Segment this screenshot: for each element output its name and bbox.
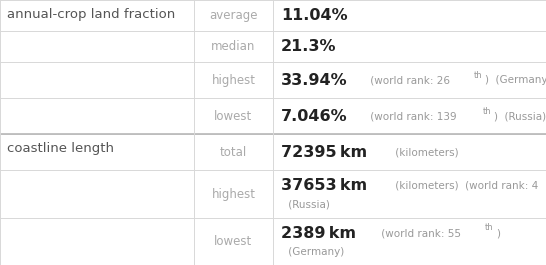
Text: 33.94%: 33.94% [281, 73, 348, 88]
Text: th: th [485, 223, 494, 232]
Text: th: th [483, 107, 491, 116]
Text: (world rank: 139: (world rank: 139 [367, 111, 456, 121]
Text: (Germany): (Germany) [285, 247, 344, 257]
Text: (world rank: 55: (world rank: 55 [378, 228, 461, 238]
Text: 37653 km: 37653 km [281, 178, 367, 193]
Text: th: th [474, 70, 483, 80]
Text: 2389 km: 2389 km [281, 226, 356, 241]
Text: ): ) [496, 228, 500, 238]
Text: (world rank: 26: (world rank: 26 [367, 76, 450, 85]
Text: lowest: lowest [214, 235, 253, 248]
Text: (Russia): (Russia) [285, 200, 330, 209]
Text: average: average [209, 9, 258, 22]
Text: )  (Germany): ) (Germany) [485, 76, 546, 85]
Text: lowest: lowest [214, 110, 253, 123]
Text: 72395 km: 72395 km [281, 145, 367, 160]
Text: 21.3%: 21.3% [281, 39, 336, 54]
Text: (kilometers): (kilometers) [392, 147, 459, 157]
Text: 11.04%: 11.04% [281, 8, 348, 23]
Text: highest: highest [211, 74, 256, 87]
Text: )  (Russia): ) (Russia) [494, 111, 546, 121]
Text: highest: highest [211, 188, 256, 201]
Text: coastline length: coastline length [7, 142, 114, 155]
Text: median: median [211, 40, 256, 53]
Text: 7.046%: 7.046% [281, 109, 348, 124]
Text: total: total [220, 146, 247, 159]
Text: annual-crop land fraction: annual-crop land fraction [7, 8, 175, 21]
Text: (kilometers)  (world rank: 4: (kilometers) (world rank: 4 [392, 181, 538, 191]
